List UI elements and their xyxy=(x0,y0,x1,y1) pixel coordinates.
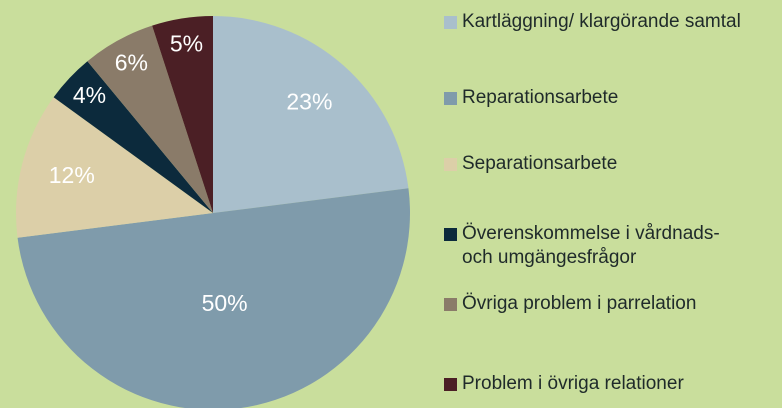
legend-item: Reparationsarbete xyxy=(444,86,744,110)
legend-label: Separationsarbete xyxy=(462,153,618,174)
legend-swatch xyxy=(444,16,457,29)
legend-label: Reparationsarbete xyxy=(462,87,619,108)
legend-label: Problem i övriga relationer xyxy=(462,373,684,394)
legend-swatch xyxy=(444,298,457,311)
legend-swatch xyxy=(444,92,457,105)
legend-swatch xyxy=(444,158,457,171)
slice-label: 5% xyxy=(170,31,203,57)
legend-item: Kartläggning/ klargörande samtal xyxy=(444,10,744,34)
slice-label: 50% xyxy=(202,290,248,316)
legend-label: Överenskommelse i vårdnads- och umgänges… xyxy=(462,223,720,268)
pie-slice xyxy=(16,97,214,238)
legend-swatch xyxy=(444,378,457,391)
legend-item: Överenskommelse i vårdnads- och umgänges… xyxy=(444,222,744,270)
pie-slice xyxy=(213,16,409,213)
pie-slice xyxy=(53,61,213,213)
slice-label: 23% xyxy=(286,89,332,115)
pie-slice xyxy=(152,16,213,213)
pie-slice xyxy=(87,25,213,214)
legend-item: Separationsarbete xyxy=(444,152,744,176)
pie: 23% 50% 12% 4% 6% 5% xyxy=(16,16,410,408)
slice-label: 12% xyxy=(49,162,95,188)
pie-slice xyxy=(17,188,410,408)
legend-swatch xyxy=(444,228,457,241)
legend-label: Övriga problem i parrelation xyxy=(462,293,697,314)
legend-label: Kartläggning/ klargörande samtal xyxy=(462,11,741,32)
slice-label: 4% xyxy=(73,82,106,108)
legend-item: Övriga problem i parrelation xyxy=(444,292,744,316)
legend-item: Problem i övriga relationer xyxy=(444,372,744,396)
slice-label: 6% xyxy=(115,50,148,76)
